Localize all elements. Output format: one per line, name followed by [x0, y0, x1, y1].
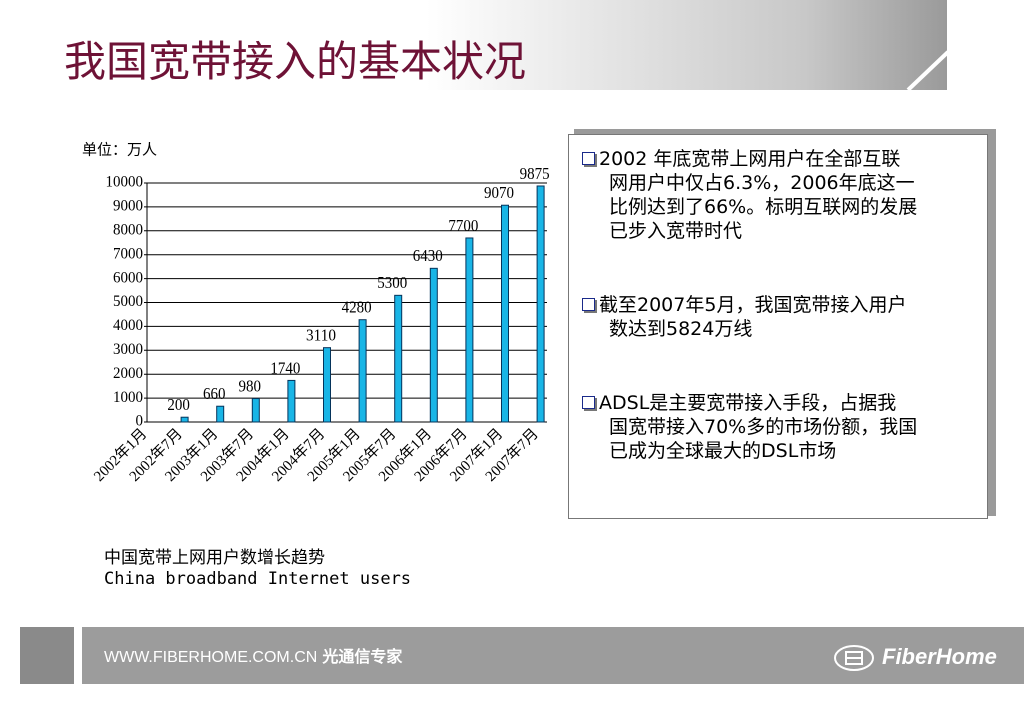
- bullet-line: 2002 年底宽带上网用户在全部互联: [599, 148, 901, 170]
- bar: [465, 237, 474, 423]
- bar: [429, 267, 438, 423]
- y-tick-label: 7000: [113, 245, 143, 262]
- slide-title: 我国宽带接入的基本状况: [64, 37, 527, 86]
- value-label: 3110: [306, 326, 336, 345]
- bullet: 2002 年底宽带上网用户在全部互联 网用户中仅占6.3%，2006年底这一 比例达…: [579, 147, 987, 243]
- unit-label: 单位：万人: [82, 141, 157, 159]
- footer-block: [20, 627, 74, 684]
- chart: 单位：万人 0 1000 2000 3000 4000 5000 6000 7000 8000 9…: [82, 141, 550, 485]
- y-tick-label: 5000: [113, 293, 143, 310]
- value-label: 9070: [484, 183, 514, 202]
- y-tick-label: 8000: [113, 221, 143, 238]
- y-tick-label: 10000: [106, 174, 144, 191]
- y-tick-label: 9000: [113, 198, 143, 215]
- logo-icon: [834, 645, 874, 671]
- value-label: 980: [239, 376, 262, 395]
- bar: [536, 185, 545, 423]
- bullet-line: 比例达到了66%。标明互联网的发展: [609, 196, 918, 218]
- y-tick-label: 1000: [113, 389, 143, 406]
- value-label: 9875: [520, 164, 550, 183]
- bullet-icon: [582, 396, 595, 409]
- text-box: 2002 年底宽带上网用户在全部互联 网用户中仅占6.3%，2006年底这一 比例达…: [568, 134, 988, 519]
- bar: [501, 204, 509, 423]
- y-tick-label: 0: [136, 413, 144, 430]
- bullet: ADSL是主要宽带接入手段，占据我 国宽带接入70%多的市场份额，我国 已成为全球最…: [579, 391, 987, 463]
- value-label: 5300: [377, 273, 407, 292]
- bullet-line: 已成为全球最大的DSL市场: [609, 440, 837, 462]
- bar: [287, 379, 296, 423]
- footer-text: WWW.FIBERHOME.COM.CN 光通信专家: [104, 643, 402, 667]
- y-tick-label: 3000: [113, 341, 143, 358]
- caption: 中国宽带上网用户数增长趋势: [104, 548, 325, 568]
- bullet-line: ADSL是主要宽带接入手段，占据我: [599, 392, 897, 414]
- bullet-icon: [582, 298, 595, 311]
- bar: [251, 398, 260, 423]
- bar: [180, 416, 189, 423]
- value-label: 6430: [413, 246, 443, 265]
- value-label: 1740: [270, 358, 300, 377]
- bullet: 截至2007年5月，我国宽带接入用户 数达到5824万线: [579, 293, 987, 341]
- bullet-icon: [582, 152, 595, 165]
- bar: [358, 319, 367, 423]
- logo-text: FiberHome: [882, 644, 997, 669]
- value-label: 4280: [342, 298, 372, 317]
- bar: [323, 347, 331, 423]
- value-label: 660: [203, 384, 226, 403]
- title-band: [0, 0, 947, 90]
- bar: [216, 405, 225, 423]
- value-label: 7700: [448, 216, 478, 235]
- bullet-line: 已步入宽带时代: [609, 220, 743, 242]
- bullet-line: 国宽带接入70%多的市场份额，我国: [609, 416, 918, 438]
- bullet-line: 数达到5824万线: [609, 318, 753, 340]
- y-tick-label: 2000: [113, 365, 143, 382]
- footer-url: WWW.FIBERHOME.COM.CN: [104, 649, 318, 666]
- bullet-line: 网用户中仅占6.3%，2006年底这一: [609, 172, 915, 194]
- caption: China broadband Internet users: [104, 569, 412, 589]
- bar: [394, 294, 403, 423]
- footer-slogan: 光通信专家: [322, 647, 403, 666]
- value-label: 200: [167, 395, 190, 414]
- bullet-line: 截至2007年5月，我国宽带接入用户: [599, 294, 907, 316]
- footer-bar: [82, 627, 1024, 684]
- title-corner: [906, 50, 950, 92]
- y-tick-label: 4000: [113, 317, 143, 334]
- y-tick-label: 6000: [113, 269, 143, 286]
